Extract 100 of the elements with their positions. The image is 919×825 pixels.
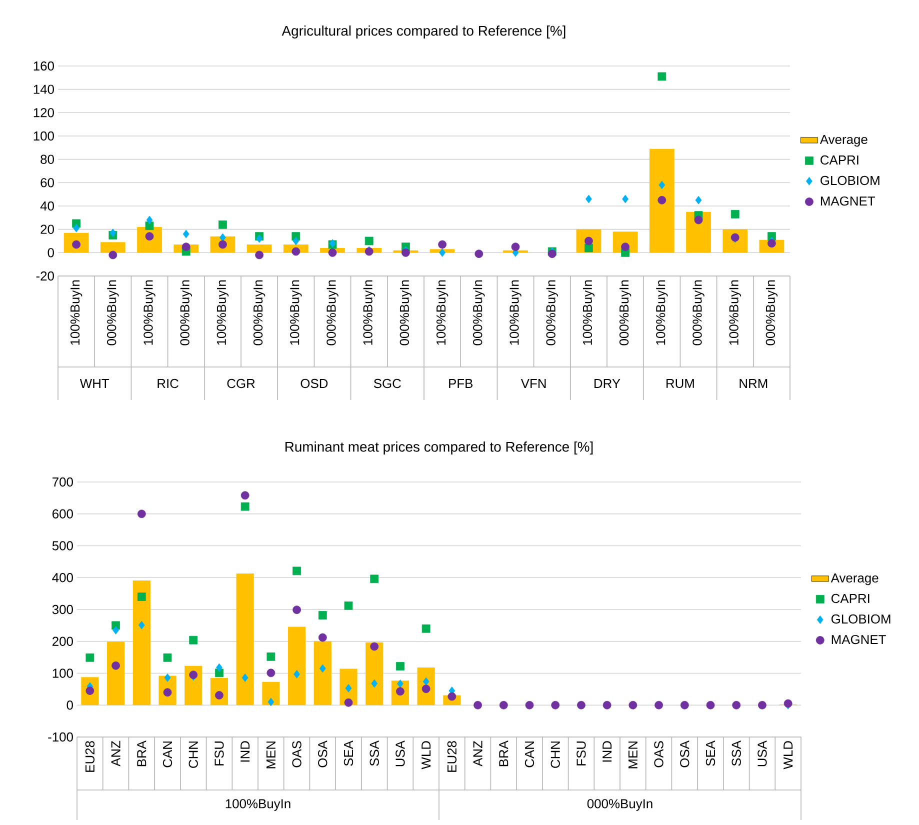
point xyxy=(680,700,689,710)
bar xyxy=(132,580,150,706)
x-tick-label: OAS xyxy=(654,741,664,768)
point xyxy=(370,642,379,651)
point xyxy=(628,700,638,710)
point xyxy=(318,633,327,642)
bar xyxy=(236,573,254,706)
text: DRY xyxy=(594,379,620,388)
point xyxy=(658,180,666,190)
x-tick-label: OSA xyxy=(318,740,328,768)
point xyxy=(551,700,560,710)
x-tick-label: 100%BuyIn xyxy=(510,280,522,345)
x-tick-label: EU28 xyxy=(85,741,95,772)
point xyxy=(658,72,666,81)
point xyxy=(294,670,300,678)
x-tick-label: CHN xyxy=(550,742,560,768)
point xyxy=(319,664,326,673)
y-tick-label: 80 xyxy=(40,154,54,164)
point xyxy=(422,677,430,686)
point xyxy=(371,679,378,688)
point xyxy=(318,611,327,620)
point xyxy=(292,606,301,614)
legend-label: Average xyxy=(830,574,878,586)
x-tick-label: 100%BuyIn xyxy=(363,280,375,345)
point xyxy=(266,652,276,661)
x-tick-label: BRA xyxy=(499,740,508,766)
point xyxy=(292,247,300,256)
point xyxy=(706,700,715,710)
x-tick-label: MEN xyxy=(266,742,276,768)
x-tick-label: 000%BuyIn xyxy=(326,280,338,346)
legend-label: GLOBIOM xyxy=(820,176,880,186)
text: OSD xyxy=(300,378,328,388)
y-tick-label: 600 xyxy=(52,509,73,518)
point xyxy=(73,224,80,232)
x-tick-label: 100%BuyIn xyxy=(70,280,82,345)
point xyxy=(622,194,629,204)
point xyxy=(164,674,171,682)
x-tick-label: SSA xyxy=(732,740,741,766)
text: RUM xyxy=(666,378,694,388)
x-tick-label: FSU xyxy=(576,742,586,766)
y-tick-label: 20 xyxy=(40,224,54,234)
point xyxy=(577,700,586,710)
legend-label: GLOBIOM xyxy=(831,614,890,624)
x-tick-label: 100%BuyIn xyxy=(582,280,595,345)
bar xyxy=(686,212,711,253)
y-tick-label: 140 xyxy=(34,84,54,94)
x-tick-label: OAS xyxy=(292,741,302,768)
bar xyxy=(262,682,280,706)
y-tick-label: 700 xyxy=(52,477,73,487)
y-tick-label: 300 xyxy=(52,604,73,614)
x-tick-label: CAN xyxy=(524,742,534,768)
point xyxy=(397,680,404,688)
text: 000%BuyIn xyxy=(587,799,652,811)
point xyxy=(240,491,250,500)
y-tick-label: 500 xyxy=(52,541,73,550)
point xyxy=(182,242,190,252)
x-tick-label: 100%BuyIn xyxy=(144,280,156,345)
point xyxy=(255,250,264,260)
y-tick-label: 0 xyxy=(48,248,54,258)
x-tick-label: 100%BuyIn xyxy=(216,280,229,345)
text: RIC xyxy=(158,378,178,388)
y-tick-label: 40 xyxy=(40,201,54,211)
point xyxy=(344,601,353,610)
bar xyxy=(314,641,332,706)
legend-label: MAGNET xyxy=(832,634,886,644)
x-tick-label: ANZ xyxy=(473,740,482,766)
x-tick-label: 100%BuyIn xyxy=(290,280,302,345)
text: PFB xyxy=(449,379,473,388)
bar xyxy=(649,148,674,253)
point xyxy=(602,700,612,710)
point xyxy=(396,662,404,670)
point xyxy=(439,248,446,257)
point xyxy=(474,250,484,258)
x-tick-label: 000%BuyIn xyxy=(692,280,704,346)
text: WHT xyxy=(80,379,110,388)
y-tick-label: 0 xyxy=(66,700,73,710)
point xyxy=(658,196,666,204)
x-tick-label: 000%BuyIn xyxy=(546,280,558,346)
legend-label: CAPRI xyxy=(820,155,858,165)
point xyxy=(240,502,250,511)
point xyxy=(220,233,226,242)
x-tick-label: 100%BuyIn xyxy=(436,280,448,345)
point xyxy=(694,216,703,224)
y-tick-label: 160 xyxy=(34,61,54,71)
text: VFN xyxy=(520,379,546,388)
x-tick-label: OSA xyxy=(680,740,690,768)
y-tick-label: 120 xyxy=(34,108,54,118)
bar xyxy=(106,642,125,706)
point xyxy=(112,661,120,670)
point xyxy=(216,663,222,672)
point xyxy=(438,240,447,249)
bar xyxy=(288,626,306,706)
point xyxy=(422,684,430,694)
x-tick-label: WLD xyxy=(784,741,793,770)
point xyxy=(292,236,300,246)
x-tick-label: 000%BuyIn xyxy=(473,280,485,346)
point xyxy=(370,574,379,584)
point xyxy=(86,653,94,662)
point xyxy=(146,216,153,224)
chart-title: Agricultural prices compared to Reference [%] xyxy=(282,25,566,38)
